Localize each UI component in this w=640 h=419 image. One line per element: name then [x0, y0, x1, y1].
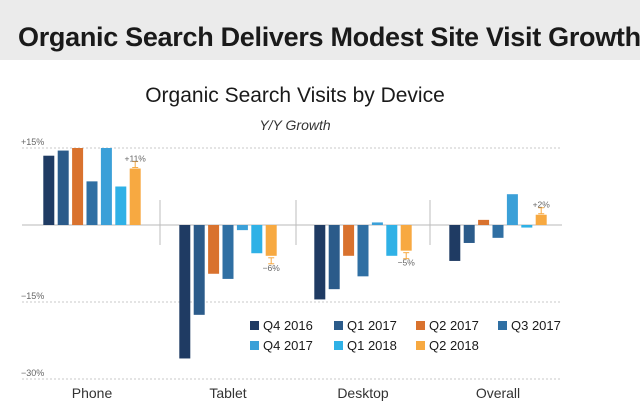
bar	[265, 225, 277, 256]
chart-subtitle: Y/Y Growth	[259, 117, 331, 133]
legend-label: Q1 2017	[347, 318, 397, 333]
bar	[449, 225, 461, 261]
legend-label: Q3 2017	[511, 318, 561, 333]
data-label: +2%	[533, 200, 551, 210]
bar	[222, 225, 234, 279]
bar	[100, 148, 112, 225]
legend-swatch	[250, 341, 259, 350]
banner-title: Organic Search Delivers Modest Site Visi…	[18, 22, 640, 52]
legend-swatch	[416, 341, 425, 350]
legend-label: Q4 2017	[263, 338, 313, 353]
data-label: −6%	[263, 263, 281, 273]
bar	[463, 225, 475, 243]
legend-label: Q2 2018	[429, 338, 479, 353]
bar	[386, 225, 398, 256]
chart-title: Organic Search Visits by Device	[145, 84, 445, 107]
bar	[478, 219, 490, 225]
legend-label: Q1 2018	[347, 338, 397, 353]
bar	[208, 225, 220, 274]
legend-swatch	[498, 321, 507, 330]
x-category-label: Desktop	[337, 385, 389, 401]
y-tick-label: +15%	[21, 137, 44, 147]
bar	[492, 225, 504, 238]
legend-label: Q4 2016	[263, 318, 313, 333]
bar	[535, 214, 547, 225]
bar	[72, 148, 84, 225]
bar	[236, 225, 248, 231]
data-label: −5%	[398, 258, 416, 268]
bar	[43, 155, 55, 225]
legend-label: Q2 2017	[429, 318, 479, 333]
legend-swatch	[334, 321, 343, 330]
bar	[115, 186, 127, 225]
title-banner: Organic Search Delivers Modest Site Visi…	[0, 0, 640, 60]
x-category-label: Overall	[476, 385, 520, 401]
bar	[193, 225, 205, 315]
bar	[328, 225, 340, 290]
bar	[506, 194, 518, 225]
bar	[521, 225, 533, 228]
bar	[314, 225, 326, 300]
x-category-label: Tablet	[209, 385, 246, 401]
bar	[343, 225, 355, 256]
bar	[371, 222, 383, 225]
bar	[57, 150, 69, 225]
legend-swatch	[334, 341, 343, 350]
data-label: +11%	[125, 154, 147, 164]
bar	[129, 168, 141, 225]
bar	[357, 225, 369, 277]
y-tick-label: −30%	[21, 368, 44, 378]
legend-swatch	[250, 321, 259, 330]
x-category-label: Phone	[72, 385, 113, 401]
bar	[251, 225, 263, 254]
legend-swatch	[416, 321, 425, 330]
bar	[179, 225, 191, 359]
y-tick-label: −15%	[21, 291, 44, 301]
bar	[400, 225, 412, 251]
bar	[86, 181, 98, 225]
